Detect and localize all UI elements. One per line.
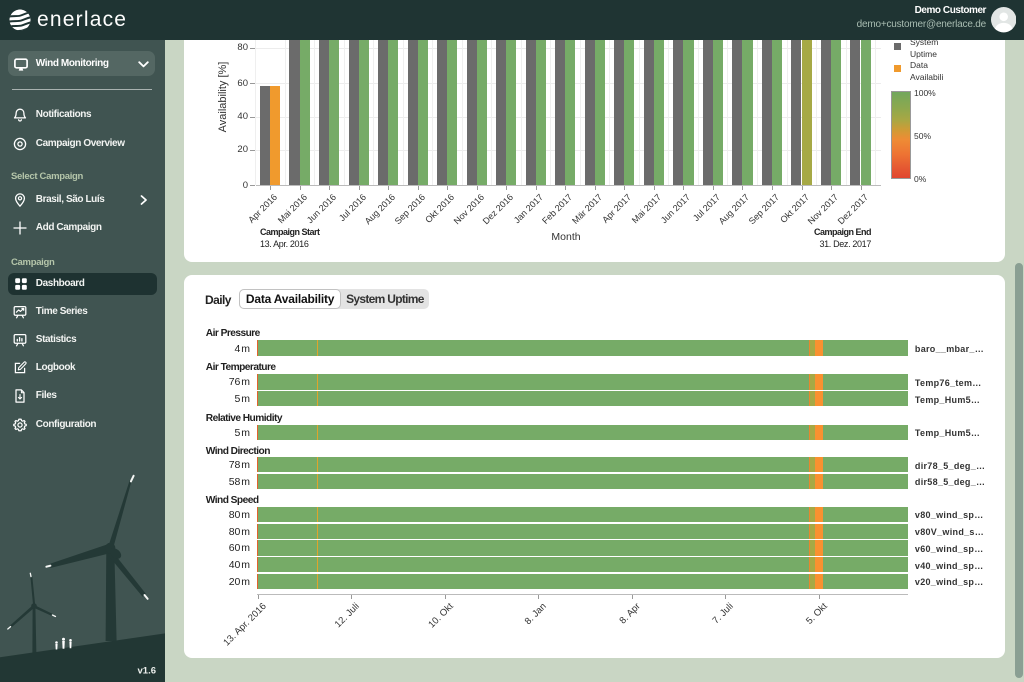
svg-text:v1.6: v1.6 — [138, 666, 157, 677]
